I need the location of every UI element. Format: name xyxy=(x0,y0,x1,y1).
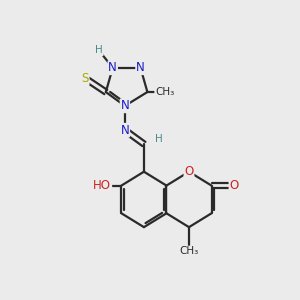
Text: N: N xyxy=(108,61,117,74)
Text: S: S xyxy=(81,72,89,85)
Text: CH₃: CH₃ xyxy=(155,87,174,97)
Text: N: N xyxy=(136,61,145,74)
Text: N: N xyxy=(121,99,129,112)
Text: CH₃: CH₃ xyxy=(179,246,199,256)
Text: N: N xyxy=(121,124,129,136)
Text: O: O xyxy=(230,179,238,192)
Text: O: O xyxy=(184,165,194,178)
Text: H: H xyxy=(155,134,163,144)
Text: H: H xyxy=(95,45,103,56)
Text: HO: HO xyxy=(93,179,111,192)
